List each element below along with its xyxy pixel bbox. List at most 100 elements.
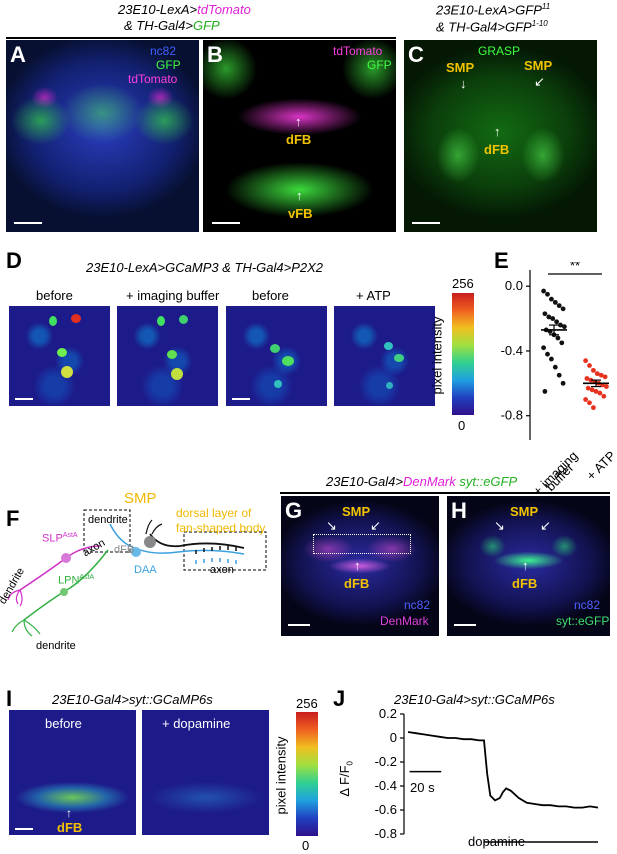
hot-spot <box>270 344 280 353</box>
before-label: before <box>45 716 82 731</box>
hot-spot <box>157 316 165 326</box>
data-point <box>560 380 566 386</box>
title-em: tdTomato <box>197 2 251 17</box>
panel-b-letter: B <box>207 42 223 67</box>
slp-dendrite <box>7 589 23 607</box>
dfb-neuron <box>149 533 245 549</box>
panel-a-title-line1: 23E10-LexA>tdTomato <box>118 2 251 17</box>
scalebar <box>15 828 33 830</box>
axes: 0.0 -0.4 -0.8 ** <box>501 262 602 440</box>
y-tick-label: -0.4 <box>501 343 523 358</box>
panel-i-title: 23E10-Gal4>syt::GCaMP6s <box>52 692 213 707</box>
panel-e-xlabel-2: + ATP <box>583 448 617 484</box>
panel-c-title-line2: & TH-Gal4>GFP1-10 <box>436 19 548 34</box>
panel-j-title: 23E10-Gal4>syt::GCaMP6s <box>394 692 555 707</box>
data-point <box>541 288 546 294</box>
panel-e-letter: E <box>494 248 509 273</box>
panel-h-ch: syt::eGFP <box>556 614 610 628</box>
title-text: 23E10-LexA>GFP <box>436 2 542 18</box>
data-point <box>562 324 567 330</box>
data-point <box>556 372 562 378</box>
title-rule-gh <box>280 492 610 494</box>
panel-f-letter: F <box>6 506 20 531</box>
panel-f-axon-box-label: axon <box>210 564 234 576</box>
dfb-arrow: ↑ <box>66 806 72 820</box>
panel-a-ch-td: tdTomato <box>128 72 178 86</box>
panel-d-label-4: + ATP <box>356 288 391 303</box>
data-point <box>555 335 561 341</box>
axes: 0.2 0 -0.2 -0.4 -0.6 -0.8 <box>375 706 405 841</box>
panel-d-image-2 <box>117 306 218 406</box>
panel-h-letter: H <box>451 498 467 523</box>
hot-spot <box>171 368 183 380</box>
panel-d-label-1: before <box>36 288 73 303</box>
panel-h-smp: SMP <box>510 504 539 519</box>
hot-spot <box>282 356 294 366</box>
panel-d-image-4 <box>334 306 435 406</box>
panel-c-arrow-right: ↙ <box>534 74 545 89</box>
y-tick-label: -0.2 <box>375 754 397 769</box>
panel-a-ch-gfp: GFP <box>156 58 181 72</box>
lpn-text: LPN <box>58 574 80 587</box>
title-rule-ab <box>6 37 396 39</box>
hot-spot <box>61 366 73 378</box>
panel-f-diagram <box>7 509 267 637</box>
panel-j-scalebar-label: 20 s <box>410 780 435 795</box>
panel-f-slp: SLPAstA <box>42 532 78 545</box>
data-point <box>583 397 588 402</box>
y-tick-label: 0.2 <box>379 706 397 721</box>
hot-spot <box>49 316 57 326</box>
y-tick-label: -0.4 <box>375 778 397 793</box>
data-point <box>604 384 609 389</box>
data-point <box>601 393 607 399</box>
title-grn: syt::eGFP <box>459 474 518 489</box>
data-point <box>588 377 594 383</box>
title-sup: 11 <box>541 2 551 11</box>
panel-c-image <box>404 40 597 232</box>
panel-i-colorbar-label: pixel intensity <box>273 736 289 815</box>
panel-f-dendrite-bottom: dendrite <box>36 640 76 652</box>
ylabel-text: Δ F/F <box>336 765 352 797</box>
lpn-neuron <box>23 549 109 621</box>
title-text: & TH-Gal4>GFP <box>436 19 532 35</box>
data-point <box>589 387 595 393</box>
title-sup: 1-10 <box>531 19 548 28</box>
panel-d-label-2: + imaging buffer <box>126 288 220 303</box>
data-point <box>585 385 591 391</box>
panel-c-letter: C <box>408 42 424 67</box>
significance-stars: ** <box>570 262 580 273</box>
y-tick-label: 0 <box>390 730 397 745</box>
data-point <box>549 296 554 302</box>
y-tick-label: -0.8 <box>501 408 523 423</box>
panel-g-scalebar <box>288 624 310 626</box>
panel-h-scalebar <box>454 624 476 626</box>
panel-gh-title: 23E10-Gal4>DenMark syt::eGFP <box>326 474 517 489</box>
hot-spot <box>386 382 393 389</box>
panel-a-ch-nc82: nc82 <box>150 44 177 58</box>
lpn-soma <box>60 588 68 596</box>
panel-c-dfb: dFB <box>484 142 510 157</box>
data-point <box>542 311 548 317</box>
panel-b-arrow-dfb: ↑ <box>295 114 302 129</box>
title-text: & TH-Gal4> <box>124 18 193 33</box>
panel-d-title: 23E10-LexA>GCaMP3 & TH-Gal4>P2X2 <box>86 260 324 275</box>
panel-d-colorbar-label: pixel intensity <box>429 316 445 395</box>
panel-h-dfb: dFB <box>512 576 538 591</box>
data-point <box>597 390 603 396</box>
panel-j-chart: 0.2 0 -0.2 -0.4 -0.6 -0.8 <box>375 706 599 843</box>
panel-g-arrow-dfb: ↑ <box>354 558 361 573</box>
panel-f-dfb: dFB <box>114 544 135 556</box>
panel-g-nc82: nc82 <box>404 598 431 612</box>
slp-text: SLP <box>42 532 63 545</box>
panel-f-smp: SMP <box>124 490 157 507</box>
panel-g-dfb: dFB <box>344 576 370 591</box>
hot-spot <box>167 350 177 359</box>
panel-e-chart: 0.0 -0.4 -0.8 ** <box>501 262 609 440</box>
panel-c-arrow-left: ↓ <box>460 76 467 91</box>
data-point <box>549 356 554 362</box>
data-point <box>559 340 565 346</box>
panel-c-smp-left: SMP <box>446 60 475 75</box>
data-point <box>594 371 600 377</box>
panel-f-dorsal-1: dorsal layer of <box>176 506 252 520</box>
panel-i-colorbar-max: 256 <box>296 696 318 711</box>
